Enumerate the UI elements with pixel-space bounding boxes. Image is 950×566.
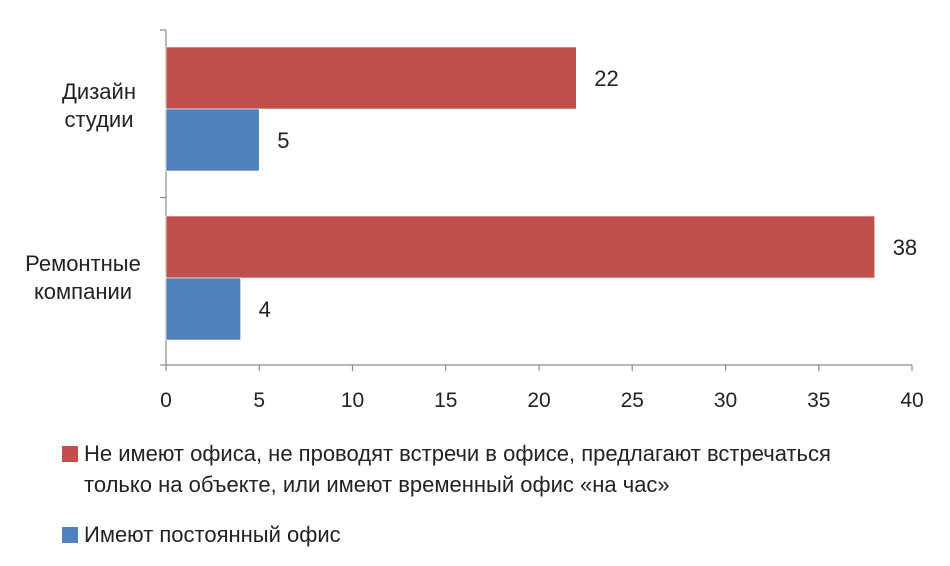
legend-swatch-no-office — [62, 446, 78, 462]
data-label-s0-c1: 38 — [893, 235, 917, 260]
data-label-s1-c1: 4 — [259, 297, 271, 322]
x-tick-label-3: 15 — [434, 389, 457, 412]
x-tick-label-0: 0 — [160, 389, 172, 412]
bar-s0-c1 — [165, 215, 876, 279]
data-label-s1-c0: 5 — [277, 128, 289, 153]
x-tick-label-8: 40 — [900, 389, 923, 412]
x-tick-label-6: 30 — [714, 389, 737, 412]
bar-s0-c0 — [165, 46, 577, 110]
legend-label-permanent-office: Имеют постоянный офис — [84, 522, 341, 547]
x-tick-label-4: 20 — [527, 389, 550, 412]
legend-label-no-office: Не имеют офиса, не проводят встречи в оф… — [84, 441, 831, 497]
legend-swatch-permanent-office — [62, 527, 78, 543]
category-label-renovation-companies: Ремонтные компании — [25, 251, 141, 304]
data-label-s0-c0: 22 — [594, 66, 618, 91]
x-tick-label-1: 5 — [253, 389, 265, 412]
bar-s1-c0 — [165, 108, 260, 172]
x-tick-label-5: 25 — [621, 389, 644, 412]
bar-s1-c1 — [165, 277, 241, 341]
x-tick-label-7: 35 — [807, 389, 830, 412]
category-label-design-studios: Дизайн студии — [62, 79, 136, 132]
x-tick-label-2: 10 — [341, 389, 364, 412]
